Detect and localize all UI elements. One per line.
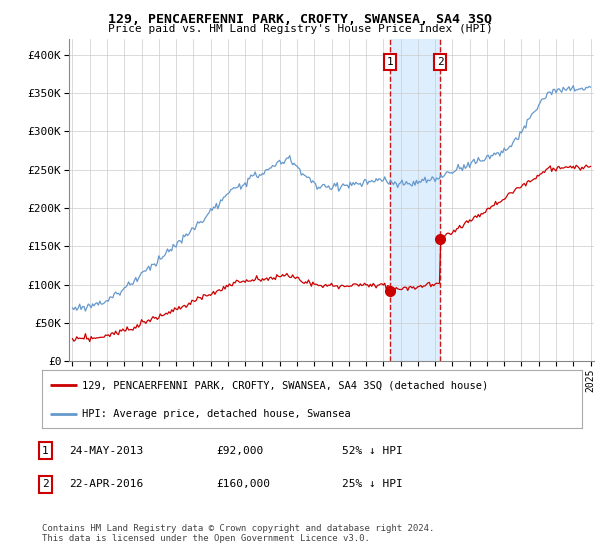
Text: 2: 2 (42, 479, 49, 489)
Text: 52% ↓ HPI: 52% ↓ HPI (342, 446, 403, 456)
Text: 129, PENCAERFENNI PARK, CROFTY, SWANSEA, SA4 3SQ (detached house): 129, PENCAERFENNI PARK, CROFTY, SWANSEA,… (83, 380, 489, 390)
Text: 24-MAY-2013: 24-MAY-2013 (69, 446, 143, 456)
Text: 25% ↓ HPI: 25% ↓ HPI (342, 479, 403, 489)
Text: £92,000: £92,000 (216, 446, 263, 456)
Text: Contains HM Land Registry data © Crown copyright and database right 2024.
This d: Contains HM Land Registry data © Crown c… (42, 524, 434, 543)
Text: 22-APR-2016: 22-APR-2016 (69, 479, 143, 489)
Text: 1: 1 (386, 57, 393, 67)
Text: Price paid vs. HM Land Registry's House Price Index (HPI): Price paid vs. HM Land Registry's House … (107, 24, 493, 34)
Bar (390, 39, 440, 361)
Text: 2: 2 (437, 57, 443, 67)
Text: HPI: Average price, detached house, Swansea: HPI: Average price, detached house, Swan… (83, 409, 351, 419)
Text: 1: 1 (42, 446, 49, 456)
Text: £160,000: £160,000 (216, 479, 270, 489)
Text: 129, PENCAERFENNI PARK, CROFTY, SWANSEA, SA4 3SQ: 129, PENCAERFENNI PARK, CROFTY, SWANSEA,… (108, 13, 492, 26)
